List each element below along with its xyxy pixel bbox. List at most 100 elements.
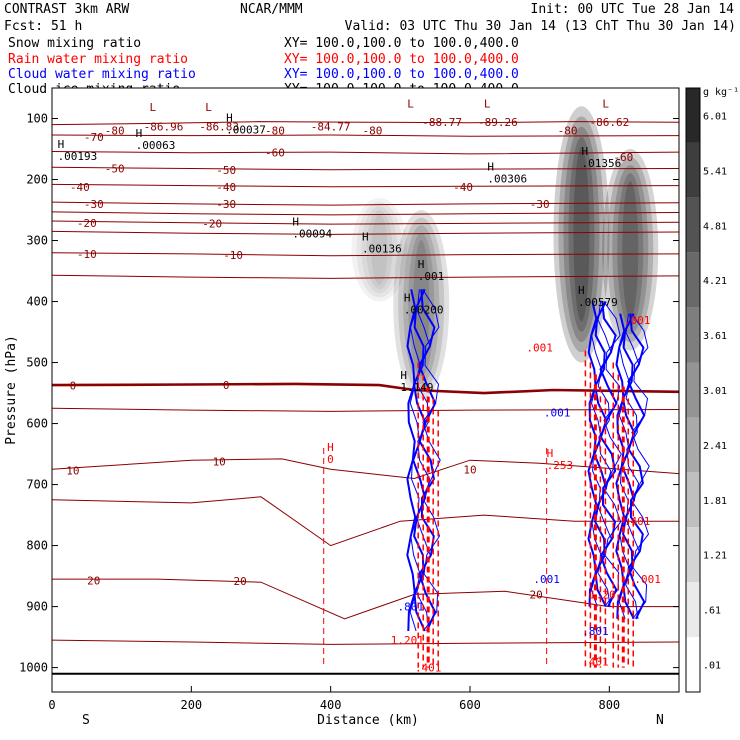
colorbar-swatch xyxy=(686,637,700,692)
colorbar-swatch xyxy=(686,252,700,308)
snow-shade-3-2 xyxy=(361,206,398,294)
header-fcst: Fcst: 51 h xyxy=(4,19,82,34)
snow-shade-0-4 xyxy=(413,240,430,369)
colorbar-swatch xyxy=(686,527,700,583)
contour-label: -40 xyxy=(453,181,473,194)
x-tick-label: 800 xyxy=(598,698,620,712)
colorbar-label: 2.41 xyxy=(703,441,727,452)
colorbar-swatch xyxy=(686,582,700,638)
cloud-water-contour-2-4 xyxy=(627,313,646,620)
colorbar-units: g kg⁻¹ xyxy=(703,87,739,98)
header-init: Init: 00 UTC Tue 28 Jan 14 xyxy=(531,2,735,17)
extremum-value: .00037 xyxy=(226,124,266,137)
header-center: NCAR/MMM xyxy=(240,2,303,17)
value-label: .001 xyxy=(533,573,560,586)
contour-label: -30 xyxy=(84,198,104,211)
contour-label: -50 xyxy=(105,163,125,176)
extremum-value: .00579 xyxy=(578,296,618,309)
extremum-marker: H xyxy=(547,447,554,460)
contour-label: -50 xyxy=(216,164,236,177)
temperature-contour--50 xyxy=(52,166,679,171)
field-name-snow: Snow mixing ratio xyxy=(8,36,141,51)
extremum-marker: L xyxy=(484,98,491,111)
extremum-value: 0 xyxy=(327,453,334,466)
contour-label: -10 xyxy=(77,248,97,261)
extremum-marker: L xyxy=(407,98,414,111)
cloud-water-contour-1-2 xyxy=(593,301,608,608)
contour-label: -88.77 xyxy=(422,116,462,129)
colorbar-label: 1.81 xyxy=(703,496,727,507)
snow-shade-2-4 xyxy=(622,181,639,319)
extremum-value: .00094 xyxy=(292,227,332,240)
temperature-contour--25 xyxy=(52,211,679,216)
extremum-value: .00200 xyxy=(404,304,444,317)
contour-label: 0 xyxy=(223,379,230,392)
cloud-water-contour-1-4 xyxy=(599,301,618,608)
y-tick-label: 700 xyxy=(26,478,48,492)
colorbar-frame xyxy=(685,87,701,693)
contour-label: 10 xyxy=(66,465,79,478)
extremum-value: 1.149 xyxy=(400,381,433,394)
colorbar: 6.01 5.41 4.81 4.21 3.61 3.01 2.41 1.81 1.21 .61.… xyxy=(685,87,727,693)
temperature-contour--40 xyxy=(52,183,679,188)
cloud-water-contour-0-2 xyxy=(412,288,427,632)
extremum-marker: L xyxy=(150,101,157,114)
contour-label: 20 xyxy=(233,575,246,588)
cloud-water-contour-0-4 xyxy=(418,289,437,632)
value-label: .001 xyxy=(624,314,651,327)
field-name-cloud-water: Cloud water mixing ratio xyxy=(8,67,196,82)
contour-label: -10 xyxy=(223,249,243,262)
colorbar-swatch xyxy=(686,142,700,198)
extremum-marker: L xyxy=(602,98,609,111)
snow-shade-1-4 xyxy=(573,147,590,322)
extremum-marker: H xyxy=(487,160,494,173)
y-tick-label: 800 xyxy=(26,539,48,553)
colorbar-label: 1.21 xyxy=(703,551,727,562)
contour-label: -40 xyxy=(70,181,90,194)
snow-shade-2-2 xyxy=(612,165,649,335)
contour-label: 10 xyxy=(463,463,476,476)
contour-label: -20 xyxy=(77,217,97,230)
endpoint-right: N xyxy=(656,713,664,728)
y-tick-label: 1000 xyxy=(19,661,48,675)
extremum-marker: H xyxy=(362,231,369,244)
header-valid: Valid: 03 UTC Thu 30 Jan 14 (13 ChT Thu … xyxy=(345,19,736,34)
value-label: .401 xyxy=(415,662,442,675)
colorbar-label: 3.61 xyxy=(703,331,727,342)
extremum-marker: H xyxy=(581,145,588,158)
temperature-contour--10 xyxy=(52,252,679,257)
value-label: .401 xyxy=(624,515,651,528)
value-label: .001 xyxy=(526,341,553,354)
value-label: 1.20 xyxy=(589,588,616,601)
cloud-water-contour-2-5 xyxy=(630,313,650,620)
contour-label: 20 xyxy=(87,574,100,587)
value-label: .001 xyxy=(544,407,571,420)
contour-label: -60 xyxy=(265,147,285,160)
temperature-contour--15 xyxy=(52,230,679,235)
temperature-contour--80 xyxy=(52,121,679,126)
extremum-value: .001 xyxy=(418,270,445,283)
temperature-contour--30 xyxy=(52,201,679,206)
snow-shade-0-0 xyxy=(393,210,450,400)
colorbar-swatch xyxy=(686,307,700,363)
x-tick-label: 600 xyxy=(459,698,481,712)
colorbar-swatch xyxy=(686,417,700,473)
contour-label: -86.83 xyxy=(199,120,239,133)
colorbar-swatch xyxy=(686,88,700,143)
colorbar-swatch xyxy=(686,362,700,418)
extremum-marker: H xyxy=(226,112,233,125)
temperature-contour-20 xyxy=(52,578,679,620)
plot-frame xyxy=(51,87,680,693)
value-label: .801 xyxy=(398,601,425,614)
axes: 0 200 400 600 800100200300400500600700800900… xyxy=(19,112,679,712)
colorbar-swatch xyxy=(686,472,700,528)
temperature-contour--20 xyxy=(52,220,679,225)
plot-content: -86.96 -86.83 -84.77 -88.77 -89.26 -86.62-80-… xyxy=(52,98,679,675)
snow-shade-1-1 xyxy=(558,116,605,353)
y-tick-label: 300 xyxy=(26,234,48,248)
x-tick-label: 200 xyxy=(180,698,202,712)
contour-label: -80 xyxy=(558,125,578,138)
extremum-value: .00063 xyxy=(136,139,176,152)
field-xy-rain: XY= 100.0,100.0 to 100.0,400.0 xyxy=(284,52,519,67)
